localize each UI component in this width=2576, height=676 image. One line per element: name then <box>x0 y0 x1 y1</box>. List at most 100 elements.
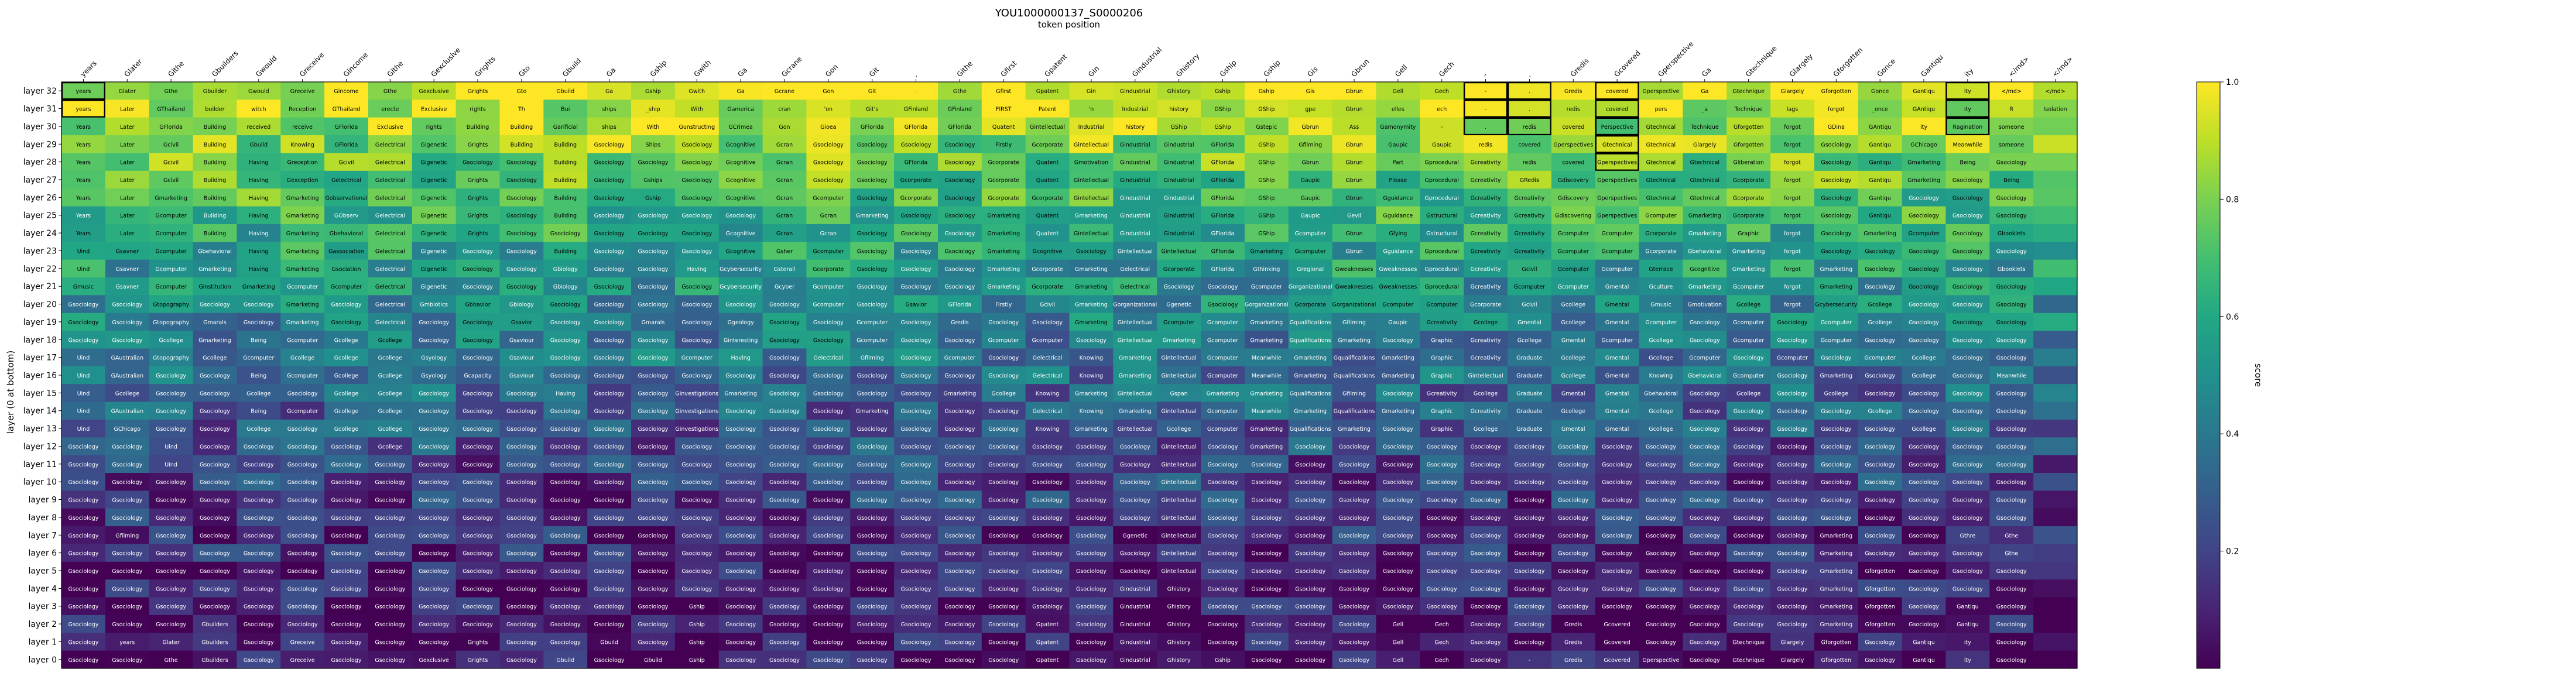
cell-label: Gcomputer <box>857 320 888 326</box>
cell-label: Gsociology <box>506 639 537 646</box>
cell-label: Gsociology <box>419 479 449 486</box>
cell-label: Gbuild <box>556 88 574 95</box>
cell-label: Gsociology <box>331 497 362 504</box>
cell-label: Gsociology <box>1295 657 1325 664</box>
y-tick-label: layer 9 <box>29 496 57 505</box>
cell-label: covered <box>1606 107 1628 113</box>
cell-label: Gcivil <box>1522 266 1537 273</box>
cell-label: GShip <box>1214 107 1231 113</box>
heatmap-cell <box>105 206 150 225</box>
cell-label: Gsociology <box>1251 568 1282 575</box>
cell-label: Gsociology <box>1777 551 1808 557</box>
cell-label: Gmarketing <box>1250 426 1283 433</box>
cell-label: Gsociology <box>1208 444 1238 450</box>
cell-label: Gsociology <box>112 479 142 486</box>
cell-label: Later <box>120 142 135 148</box>
heatmap-cell <box>1025 135 1070 153</box>
cell-label: Gsociology <box>200 409 230 415</box>
cell-label: Gsociology <box>550 568 581 575</box>
x-tick-label: </md> <box>2007 54 2031 78</box>
cell-label: Gsociology <box>813 337 844 344</box>
heatmap-cell <box>1595 82 1640 100</box>
cell-label: Gspan <box>1170 390 1188 397</box>
cell-label: Gsociology <box>1734 622 1764 628</box>
heatmap-cell <box>2033 242 2078 260</box>
cell-label: Gcorporate <box>1294 302 1326 308</box>
heatmap-cell <box>412 188 457 207</box>
heatmap-cell <box>1551 170 1596 189</box>
cell-label: Gsociology <box>725 657 756 664</box>
heatmap-cell <box>1157 188 1201 207</box>
cell-label: Gsociology <box>156 497 186 504</box>
cell-label: Gsociology <box>331 657 362 664</box>
heatmap-cell <box>324 170 369 189</box>
cell-label: Gsociology <box>857 195 888 201</box>
cell-label: Gcomputer <box>156 284 187 290</box>
cell-label: Gsociology <box>857 231 888 237</box>
cell-label: Gsavior <box>905 302 926 308</box>
heatmap-cell <box>105 153 150 171</box>
cell-label: Gsociology <box>1427 586 1457 592</box>
cell-label: Grights <box>468 657 488 664</box>
cell-label: Gmotivation <box>1688 302 1722 308</box>
heatmap-cell <box>850 135 895 153</box>
cell-label: Gcomputer <box>156 266 187 273</box>
cell-label: Gsociology <box>681 248 712 255</box>
cell-label: Gelectrical <box>375 266 405 273</box>
x-tick-label: Gto <box>517 64 532 78</box>
cell-label: Gsociology <box>506 622 537 628</box>
cell-label: Gcomputer <box>1602 266 1633 273</box>
cell-label: Gsociology <box>1734 533 1764 539</box>
cell-label: Gpatent <box>1036 657 1059 664</box>
cell-label: Gsociology <box>1471 639 1501 646</box>
cell-label: Gsociology <box>1120 515 1150 521</box>
cell-label: Gaupic <box>1301 177 1320 184</box>
cell-label: Gaupic <box>1301 195 1320 201</box>
cell-label: Gsociology <box>419 586 449 592</box>
cell-label: Gcollege <box>246 426 271 433</box>
cell-label: Gcreativity <box>1471 160 1501 166</box>
cell-label: Gsociology <box>769 302 800 308</box>
cell-label: someone <box>1999 142 2025 148</box>
cell-label: Gsociology <box>463 337 493 344</box>
cell-label: With <box>691 107 704 113</box>
heatmap-cell <box>806 188 851 207</box>
heatmap-cell <box>1595 99 1640 118</box>
cell-label: Gsociology <box>244 622 274 628</box>
cell-label: Gsociology <box>1076 639 1107 646</box>
cell-label: Gsociology <box>1690 390 1720 397</box>
highlight-box <box>1507 99 1552 118</box>
cell-label: Gcollege <box>1868 320 1892 326</box>
cell-label: Gmarketing <box>856 409 889 415</box>
cell-label: Gamerica <box>727 107 754 113</box>
cell-label: Gintellectual <box>1162 568 1197 575</box>
cell-label: Gmarketing <box>1820 622 1852 628</box>
heatmap-cell <box>1244 82 1289 100</box>
cell-label: Gsociology <box>988 355 1019 362</box>
heatmap-cell <box>1507 99 1552 118</box>
cell-label: Gfilming <box>1342 320 1366 326</box>
cell-label: Gsociology <box>725 533 756 539</box>
heatmap-cell <box>280 206 325 225</box>
highlight-box <box>61 99 106 118</box>
heatmap-cell <box>1069 117 1114 136</box>
cell-label: Gcomputer <box>1558 231 1589 237</box>
cell-label: Gsociology <box>156 533 186 539</box>
cell-label: Gmarals <box>203 320 227 326</box>
cell-label: Gmarketing <box>1688 213 1721 219</box>
cell-label: GFinland <box>904 107 928 113</box>
cell-label: Gperspectives <box>1597 213 1637 219</box>
cell-label: Gsociology <box>156 622 186 628</box>
heatmap-cell <box>2033 188 2078 207</box>
x-tick-label: Gwith <box>693 59 712 78</box>
cell-label: Gsociology <box>857 426 888 433</box>
cell-label: Gsociology <box>1383 426 1413 433</box>
highlight-box <box>1595 153 1639 171</box>
heatmap-cell <box>368 82 413 100</box>
cell-label: Gsociology <box>419 568 449 575</box>
cell-label: Gqualifications <box>1290 390 1331 397</box>
cell-label: Gsociology <box>1690 533 1720 539</box>
cell-label: Being <box>251 409 266 415</box>
cell-label: Gmarketing <box>155 195 187 201</box>
cell-label: Gsociology <box>594 195 625 201</box>
